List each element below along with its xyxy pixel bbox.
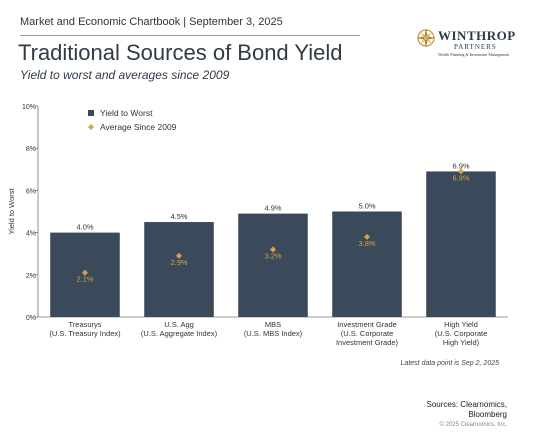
category-label: (U.S. Aggregate Index): [141, 329, 218, 338]
category-label: (U.S. Corporate: [435, 329, 488, 338]
category-label: High Yield: [444, 320, 478, 329]
average-value-label: 6.9%: [452, 173, 469, 182]
y-tick-label: 10%: [22, 104, 36, 111]
y-tick-label: 6%: [26, 188, 36, 195]
y-tick-label: 4%: [26, 231, 36, 238]
average-marker: [270, 246, 276, 253]
bar-value-label: 5.0%: [358, 202, 375, 211]
category-label: (U.S. Treasury Index): [49, 329, 121, 338]
average-marker: [364, 233, 370, 240]
sources: Sources: Clearnomics, Bloomberg: [387, 400, 507, 420]
average-value-label: 2.1%: [76, 275, 93, 284]
y-axis-title: Yield to Worst: [7, 187, 16, 234]
y-tick-label: 8%: [26, 146, 36, 153]
compass-rose-icon: [416, 28, 436, 48]
category-label: Treasurys: [68, 320, 101, 329]
legend-label-average: Average Since 2009: [100, 122, 177, 132]
category-label: Investment Grade: [337, 320, 397, 329]
y-tick-label: 0%: [26, 315, 36, 322]
bar-yield-to-worst: [238, 213, 308, 317]
legend-swatch-average: [88, 124, 94, 130]
category-label: MBS: [265, 320, 281, 329]
bar-value-label: 4.9%: [264, 204, 281, 213]
header-divider: [20, 35, 360, 36]
logo-partners: PARTNERS: [454, 43, 497, 51]
chart-title: Traditional Sources of Bond Yield: [18, 40, 343, 65]
category-label: Investment Grade): [336, 338, 399, 347]
bar-value-label: 4.5%: [170, 212, 187, 221]
logo-tagline: Wealth Planning & Investment Management: [438, 52, 510, 57]
bond-yield-chart: 0% 2% 4% 6% 8% 10% Yield to Worst 4.0% 2.1% Treas…: [7, 104, 508, 347]
copyright: © 2025 Clearnomics, Inc.: [439, 422, 507, 428]
average-value-label: 3.8%: [358, 239, 375, 248]
chart-subtitle: Yield to worst and averages since 2009: [20, 68, 230, 82]
category-label: High Yield): [443, 338, 480, 347]
average-value-label: 2.9%: [170, 258, 187, 267]
bar-yield-to-worst: [332, 211, 402, 317]
bar-value-label: 4.0%: [76, 223, 93, 232]
average-marker: [82, 269, 88, 276]
legend-swatch-yield-to-worst: [88, 110, 94, 116]
chartbook-header: Market and Economic Chartbook | Septembe…: [20, 16, 283, 28]
logo-name: WINTHROP: [438, 28, 516, 43]
sources-line-1: Sources: Clearnomics,: [426, 400, 507, 409]
category-label: (U.S. Corporate: [341, 329, 394, 338]
latest-data-note: Latest data point is Sep 2, 2025: [400, 360, 499, 367]
winthrop-logo: WINTHROP PARTNERS Wealth Planning & Inve…: [414, 26, 524, 60]
category-label: U.S. Agg: [164, 320, 194, 329]
legend-label-yield-to-worst: Yield to Worst: [100, 108, 153, 118]
sources-line-2: Bloomberg: [468, 410, 507, 419]
average-marker: [458, 168, 464, 175]
bar-value-label: 6.9%: [452, 161, 469, 170]
bar-yield-to-worst: [144, 222, 214, 317]
category-label: (U.S. MBS Index): [244, 329, 303, 338]
average-value-label: 3.2%: [264, 251, 281, 260]
y-tick-label: 2%: [26, 273, 36, 280]
bar-yield-to-worst: [426, 171, 496, 317]
average-marker: [176, 252, 182, 259]
